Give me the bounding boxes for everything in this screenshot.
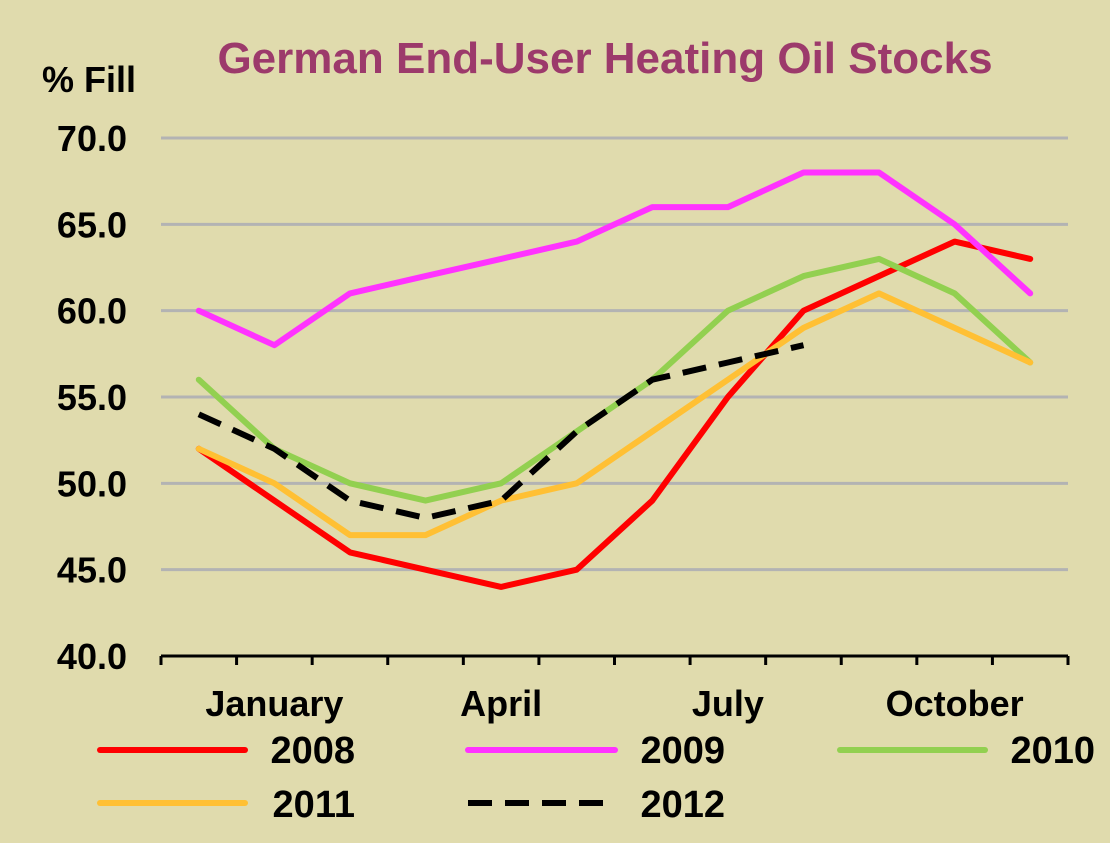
series-line-2011 bbox=[195, 290, 1034, 539]
y-tick-label: 65.0 bbox=[57, 204, 127, 245]
x-tick-label: October bbox=[886, 683, 1024, 724]
x-tick-label: July bbox=[692, 683, 764, 724]
chart-title: German End-User Heating Oil Stocks bbox=[217, 34, 992, 83]
x-tick-label: January bbox=[205, 683, 343, 724]
series-line-2010 bbox=[195, 255, 1034, 504]
series-lines bbox=[195, 169, 1034, 590]
series-line-2012 bbox=[197, 342, 805, 521]
gridlines bbox=[161, 136, 1068, 572]
series-line-2009 bbox=[195, 169, 1034, 349]
y-tick-label: 70.0 bbox=[57, 118, 127, 159]
legend-label-2012: 2012 bbox=[640, 784, 725, 826]
legend: 2008 2009 2010 2011 2012 bbox=[97, 730, 1095, 826]
legend-label-2011: 2011 bbox=[273, 784, 355, 826]
y-tick-label: 50.0 bbox=[57, 463, 127, 504]
y-axis-label: % Fill bbox=[42, 59, 136, 100]
legend-label-2008: 2008 bbox=[270, 730, 355, 772]
x-tick-label: April bbox=[460, 683, 542, 724]
y-tick-label: 60.0 bbox=[57, 291, 127, 332]
legend-label-2009: 2009 bbox=[640, 730, 725, 772]
y-tick-label: 55.0 bbox=[57, 377, 127, 418]
axes: 40.0 45.0 50.0 55.0 60.0 65.0 70.0 January April… bbox=[57, 118, 1070, 724]
legend-label-2010: 2010 bbox=[1010, 730, 1095, 772]
series-line-2008 bbox=[195, 238, 1034, 590]
y-tick-label: 40.0 bbox=[57, 636, 127, 677]
y-tick-label: 45.0 bbox=[57, 550, 127, 591]
